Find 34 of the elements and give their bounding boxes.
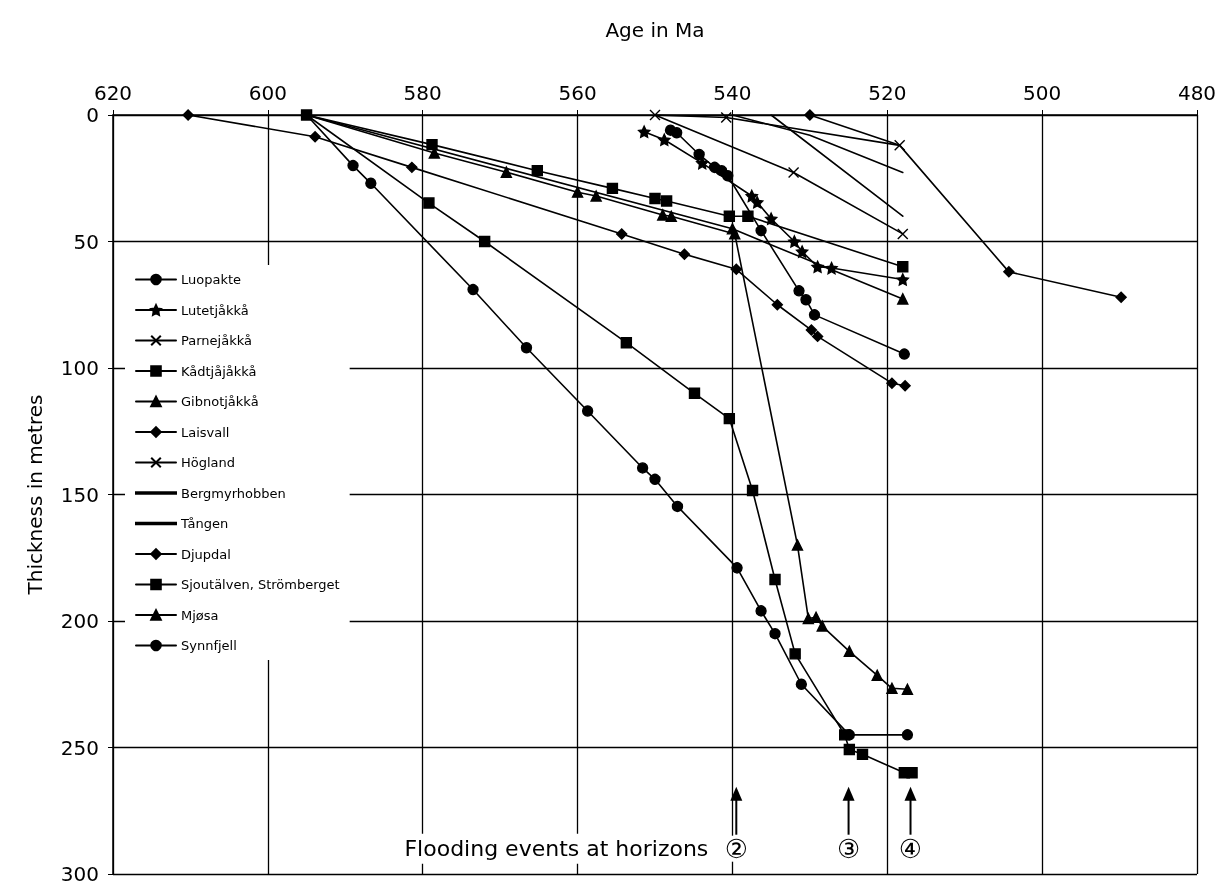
y-tick-label: 0 xyxy=(86,103,99,127)
legend-label: Sjoutälven, Strömberget xyxy=(181,577,340,592)
x-tick-label: 500 xyxy=(1023,81,1062,105)
legend-label: Luopakte xyxy=(181,272,242,287)
legend-label: Bergmyrhobben xyxy=(181,485,286,501)
annotation: ③ xyxy=(836,833,861,864)
x-tick-label: 520 xyxy=(868,81,907,105)
legend-label: Lutetjåkkå xyxy=(181,302,249,318)
legend-label: Parnejåkkå xyxy=(181,333,252,348)
x-axis-title: Age in Ma xyxy=(605,18,705,42)
x-tick-label: 560 xyxy=(558,81,597,105)
y-axis-title: Thickness in metres xyxy=(23,394,47,596)
y-tick-label: 50 xyxy=(73,229,99,254)
x-tick-label: 580 xyxy=(403,81,442,105)
legend-label: Synnfjell xyxy=(181,638,237,653)
legend-label: Gibnotjåkkå xyxy=(181,394,259,409)
y-tick-label: 200 xyxy=(60,609,99,633)
y-tick-label: 100 xyxy=(60,356,99,380)
annotation: Flooding events at horizons xyxy=(404,836,709,862)
legend-label: Tången xyxy=(180,516,229,531)
y-tick-label: 150 xyxy=(60,482,99,507)
legend-label: Kådtjåjåkkå xyxy=(181,363,257,379)
legend-label: Laisvall xyxy=(181,424,230,440)
legend-label: Högland xyxy=(181,455,236,470)
y-tick-label: 300 xyxy=(60,862,99,886)
annotation: ④ xyxy=(898,833,923,864)
x-tick-label: 480 xyxy=(1177,81,1217,105)
legend-label: Mjøsa xyxy=(181,607,219,623)
annotation: ② xyxy=(724,833,748,864)
y-tick-label: 250 xyxy=(60,735,99,760)
x-tick-label: 620 xyxy=(93,81,133,105)
x-tick-label: 540 xyxy=(713,81,752,105)
x-tick-label: 600 xyxy=(248,81,287,105)
legend-label: Djupdal xyxy=(181,546,231,562)
